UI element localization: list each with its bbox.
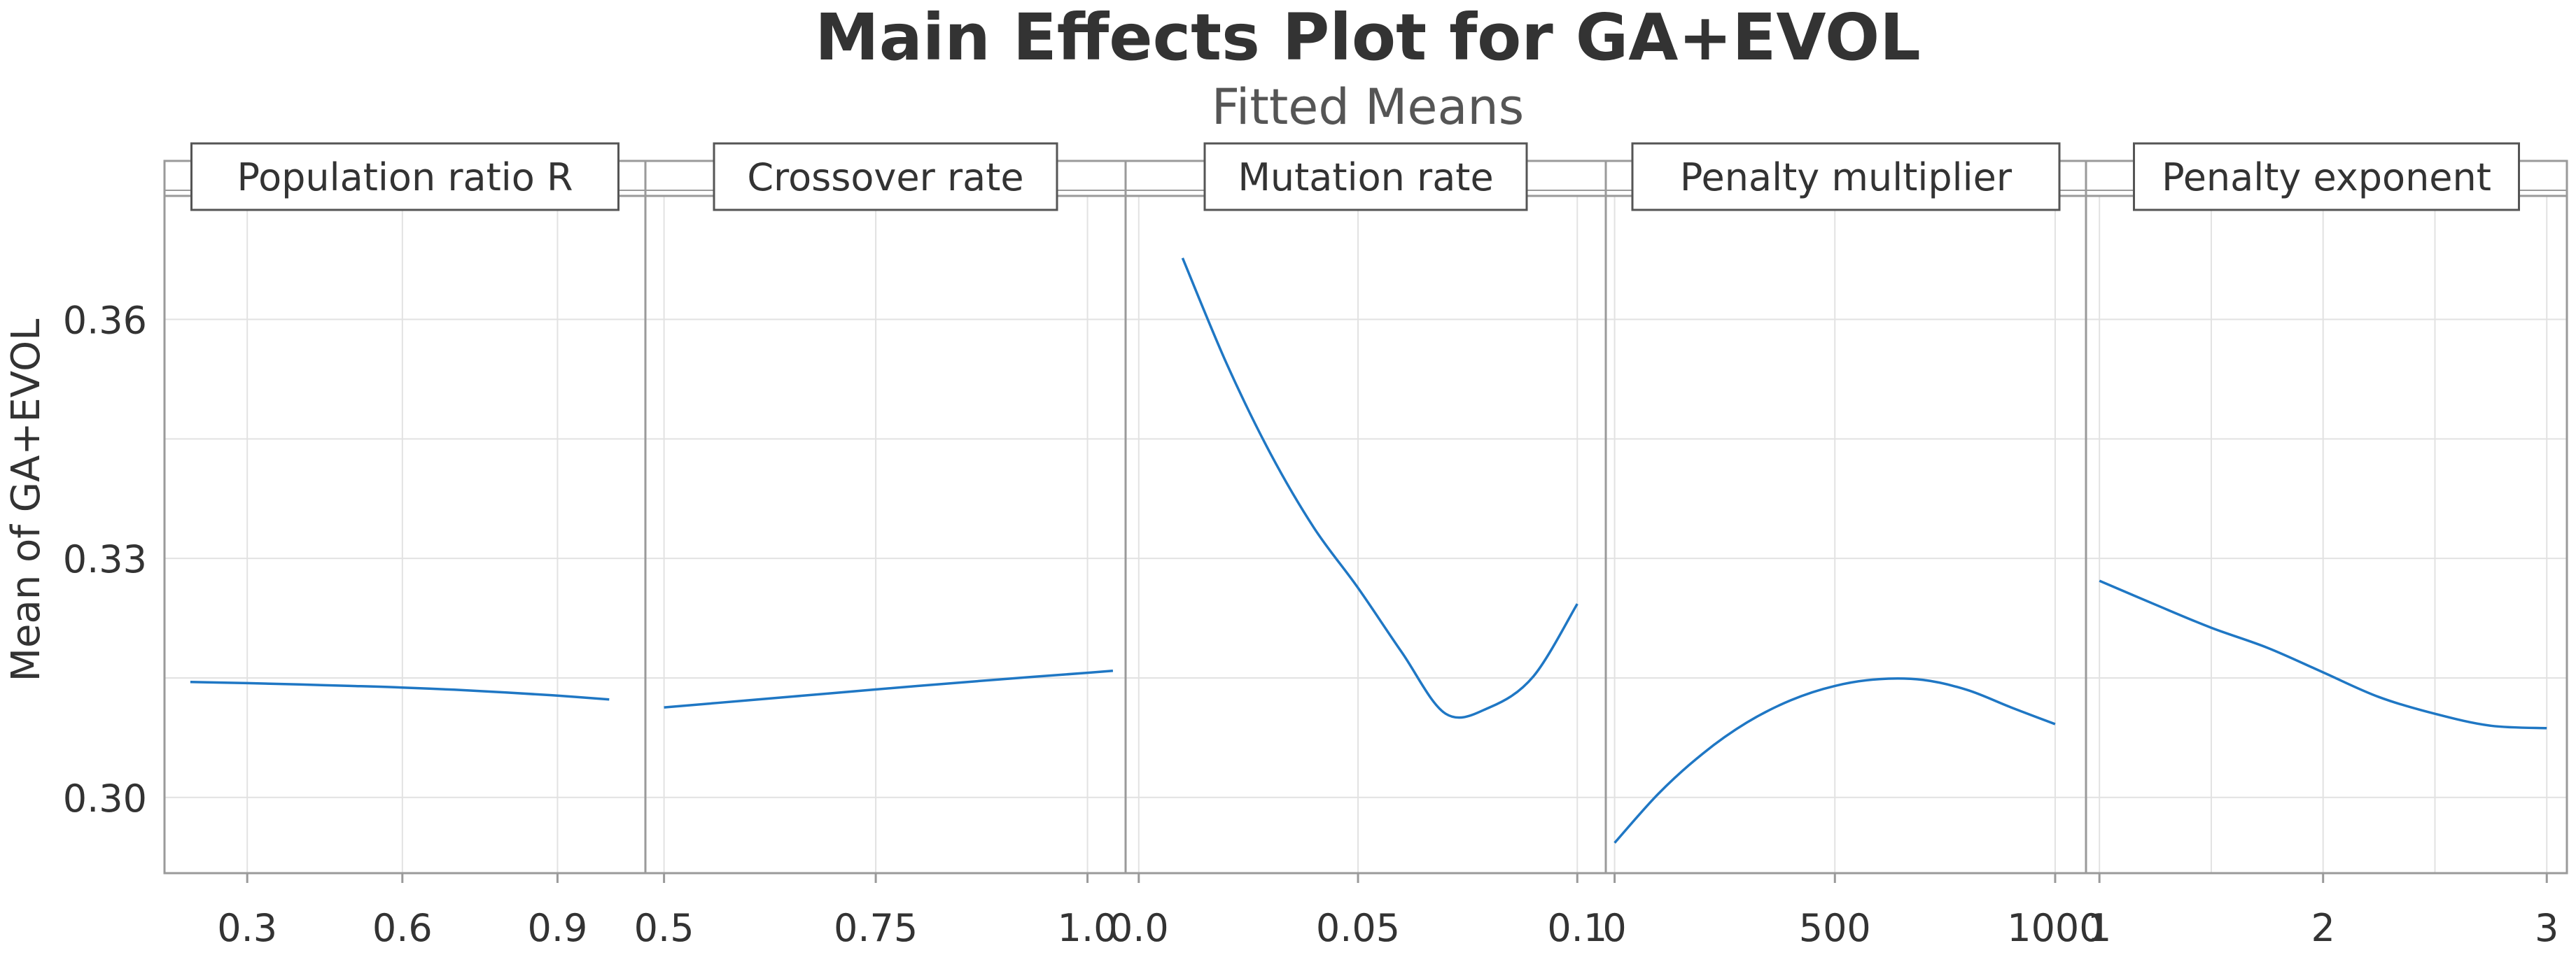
fitted-mean-line — [664, 669, 1114, 709]
fitted-mean-line — [1614, 677, 2056, 844]
panel-title: Penalty multiplier — [1680, 155, 2012, 199]
panel-2: Crossover rate 0.5 0.75 1.0 — [634, 142, 1127, 950]
chart-subtitle: Fitted Means — [1212, 78, 1524, 136]
panel-title: Mutation rate — [1238, 155, 1493, 199]
panel-frame — [644, 194, 1127, 875]
x-tick-label: 1 — [2087, 906, 2111, 950]
x-tick-label: 0.1 — [1547, 906, 1607, 950]
x-tick-label: 3 — [2535, 906, 2558, 950]
panel-title: Penalty exponent — [2162, 155, 2491, 199]
y-tick-label: 0.33 — [63, 537, 147, 581]
x-tick-label: 0.3 — [217, 906, 277, 950]
panel-title-box — [713, 142, 1058, 211]
panel-3: Mutation rate 0.0 0.05 0.1 — [1109, 142, 1607, 950]
panel-4: Penalty multiplier 0 500 1000 — [1602, 142, 2104, 950]
x-tick-label: 0.9 — [527, 906, 587, 950]
panel-title: Population ratio R — [237, 155, 573, 199]
x-tick-label: 2 — [2311, 906, 2335, 950]
x-tick-label: 0.6 — [372, 906, 433, 950]
panel-title-box — [2133, 142, 2520, 211]
panels: Population ratio R 0.3 0.6 0.9 Crossover rat… — [163, 142, 2568, 950]
panel-title: Crossover rate — [747, 155, 1023, 199]
fitted-mean-line — [190, 680, 610, 701]
panel-5: Penalty exponent 1 2 3 — [2085, 142, 2568, 950]
panel-frame — [2085, 194, 2568, 875]
y-axis-label: Mean of GA+EVOL — [4, 319, 49, 682]
x-tick-label: 500 — [1799, 906, 1871, 950]
y-axis: 0.30 0.33 0.36 — [63, 299, 147, 821]
x-tick-label: 0.0 — [1109, 906, 1169, 950]
x-tick-label: 0 — [1602, 906, 1626, 950]
x-tick-label: 0.5 — [634, 906, 694, 950]
panel-title-box — [190, 142, 620, 211]
panel-frame — [1604, 194, 2087, 875]
x-tick-label: 1000 — [2007, 906, 2103, 950]
panel-title-box — [1631, 142, 2061, 211]
y-tick-label: 0.36 — [63, 299, 147, 343]
y-tick-label: 0.30 — [63, 777, 147, 821]
fitted-mean-line — [1181, 257, 1578, 719]
chart-title: Main Effects Plot for GA+EVOL — [815, 0, 1921, 75]
x-tick-label: 1.0 — [1058, 906, 1118, 950]
panel-1: Population ratio R 0.3 0.6 0.9 — [163, 142, 647, 950]
panel-frame — [163, 194, 647, 875]
fitted-mean-line — [2099, 579, 2547, 730]
x-tick-label: 0.05 — [1316, 906, 1400, 950]
x-tick-label: 0.75 — [834, 906, 918, 950]
panel-title-box — [1203, 142, 1528, 211]
